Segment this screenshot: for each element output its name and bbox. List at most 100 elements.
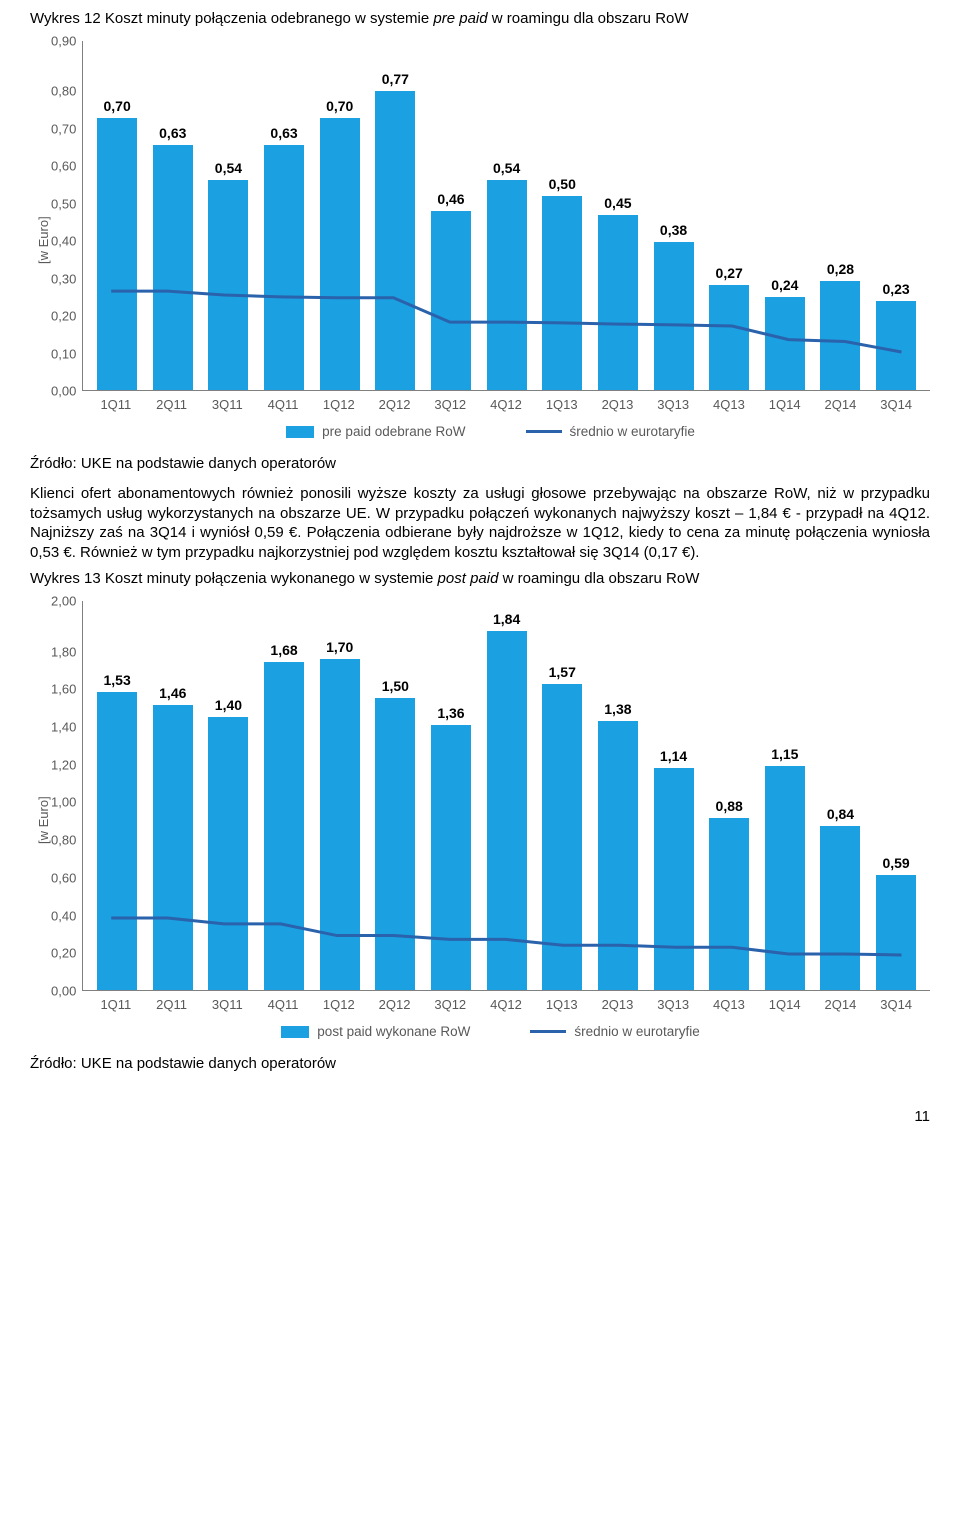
bar-swatch-icon — [286, 426, 314, 438]
chart-2-block: Wykres 13 Koszt minuty połączenia wykona… — [30, 570, 930, 1039]
y-tick: 0,60 — [51, 160, 76, 173]
bar-value-label: 0,54 — [493, 160, 520, 176]
y-tick: 0,90 — [51, 35, 76, 48]
chart-2-yticks: 2,001,801,601,401,201,000,800,600,400,20… — [51, 601, 82, 991]
bar-value-label: 1,14 — [660, 748, 687, 764]
bar-value-label: 0,46 — [437, 191, 464, 207]
x-tick: 1Q12 — [311, 391, 367, 412]
x-tick: 4Q13 — [701, 391, 757, 412]
bar-slot: 1,38 — [590, 721, 646, 990]
x-tick: 3Q11 — [199, 391, 255, 412]
bar-value-label: 1,38 — [604, 701, 631, 717]
bar-slot: 0,63 — [145, 145, 201, 390]
x-tick: 4Q13 — [701, 991, 757, 1012]
chart-1-legend-bar-label: pre paid odebrane RoW — [322, 424, 465, 439]
chart-1-legend-bar: pre paid odebrane RoW — [286, 424, 465, 439]
bar-slot: 0,23 — [868, 301, 924, 390]
chart-2-title-prefix: Wykres 13 Koszt minuty połączenia wykona… — [30, 570, 438, 587]
y-tick: 0,20 — [51, 310, 76, 323]
y-tick: 2,00 — [51, 595, 76, 608]
bar-slot: 0,84 — [813, 826, 869, 990]
bar-value-label: 1,70 — [326, 639, 353, 655]
x-tick: 4Q11 — [255, 391, 311, 412]
bar: 1,14 — [654, 768, 694, 990]
bar-value-label: 0,84 — [827, 806, 854, 822]
y-tick: 1,00 — [51, 796, 76, 809]
x-tick: 2Q14 — [813, 391, 869, 412]
bar-slot: 0,88 — [701, 818, 757, 990]
x-tick: 1Q13 — [534, 991, 590, 1012]
x-tick: 1Q13 — [534, 391, 590, 412]
chart-2-title-suffix: w roamingu dla obszaru RoW — [498, 570, 699, 587]
chart-2-legend: post paid wykonane RoW średnio w eurotar… — [51, 1024, 930, 1039]
bar: 0,54 — [208, 180, 248, 390]
chart-2-title: Wykres 13 Koszt minuty połączenia wykona… — [30, 570, 930, 587]
x-tick: 1Q14 — [757, 991, 813, 1012]
line-swatch-icon — [526, 430, 562, 433]
bar-slot: 0,70 — [312, 118, 368, 390]
bar-slot: 0,28 — [813, 281, 869, 390]
bar-value-label: 0,77 — [382, 71, 409, 87]
chart-1-source: Źródło: UKE na podstawie danych operator… — [30, 455, 930, 472]
y-tick: 1,40 — [51, 721, 76, 734]
bar-slot: 1,53 — [89, 692, 145, 990]
bar-value-label: 0,24 — [771, 277, 798, 293]
x-tick: 1Q12 — [311, 991, 367, 1012]
chart-1-legend: pre paid odebrane RoW średnio w eurotary… — [51, 424, 930, 439]
x-tick: 1Q11 — [88, 991, 144, 1012]
bar-value-label: 1,50 — [382, 678, 409, 694]
y-tick: 0,20 — [51, 947, 76, 960]
chart-1-wrap: [w Euro] 0,900,800,700,600,500,400,300,2… — [30, 41, 930, 439]
chart-1-title-suffix: w roamingu dla obszaru RoW — [488, 10, 689, 27]
x-tick: 2Q12 — [367, 991, 423, 1012]
bar-slot: 0,59 — [868, 875, 924, 990]
bar: 0,77 — [375, 91, 415, 390]
bar-slot: 1,46 — [145, 705, 201, 990]
bar: 0,70 — [97, 118, 137, 390]
bar: 0,63 — [153, 145, 193, 390]
x-tick: 4Q12 — [478, 991, 534, 1012]
bar-value-label: 1,68 — [270, 642, 297, 658]
bar-value-label: 0,28 — [827, 261, 854, 277]
bar-value-label: 1,46 — [159, 685, 186, 701]
y-tick: 1,60 — [51, 683, 76, 696]
x-tick: 3Q13 — [645, 391, 701, 412]
bar-value-label: 0,63 — [159, 125, 186, 141]
bar-slot: 0,50 — [534, 196, 590, 390]
x-tick: 4Q11 — [255, 991, 311, 1012]
y-tick: 0,40 — [51, 235, 76, 248]
chart-1-title: Wykres 12 Koszt minuty połączenia odebra… — [30, 10, 930, 27]
bar-value-label: 0,59 — [882, 855, 909, 871]
bar-slot: 1,50 — [368, 698, 424, 991]
bar: 0,88 — [709, 818, 749, 990]
bar: 1,15 — [765, 766, 805, 990]
bar-value-label: 1,36 — [437, 705, 464, 721]
bar-slot: 0,63 — [256, 145, 312, 390]
y-tick: 0,10 — [51, 347, 76, 360]
bar-value-label: 0,23 — [882, 281, 909, 297]
chart-2-legend-bar: post paid wykonane RoW — [281, 1024, 470, 1039]
x-tick: 3Q14 — [868, 391, 924, 412]
bar-slot: 1,36 — [423, 725, 479, 990]
x-tick: 4Q12 — [478, 391, 534, 412]
bar-slot: 1,14 — [646, 768, 702, 990]
bar: 0,46 — [431, 211, 471, 390]
bar: 1,57 — [542, 684, 582, 990]
bar: 1,50 — [375, 698, 415, 991]
bar: 0,28 — [820, 281, 860, 390]
bar: 0,38 — [654, 242, 694, 390]
y-tick: 0,00 — [51, 384, 76, 397]
y-tick: 0,00 — [51, 984, 76, 997]
chart-1-bars: 0,700,630,540,630,700,770,460,540,500,45… — [83, 41, 930, 390]
bar-value-label: 1,84 — [493, 611, 520, 627]
y-tick: 0,60 — [51, 871, 76, 884]
x-tick: 3Q12 — [422, 991, 478, 1012]
bar-value-label: 0,63 — [270, 125, 297, 141]
x-tick: 3Q13 — [645, 991, 701, 1012]
chart-1-xticks: 1Q112Q113Q114Q111Q122Q123Q124Q121Q132Q13… — [82, 391, 930, 412]
bar: 0,23 — [876, 301, 916, 390]
bar-slot: 1,68 — [256, 662, 312, 990]
chart-2-ylabel: [w Euro] — [30, 601, 51, 1039]
y-tick: 0,50 — [51, 197, 76, 210]
bar: 0,70 — [320, 118, 360, 390]
